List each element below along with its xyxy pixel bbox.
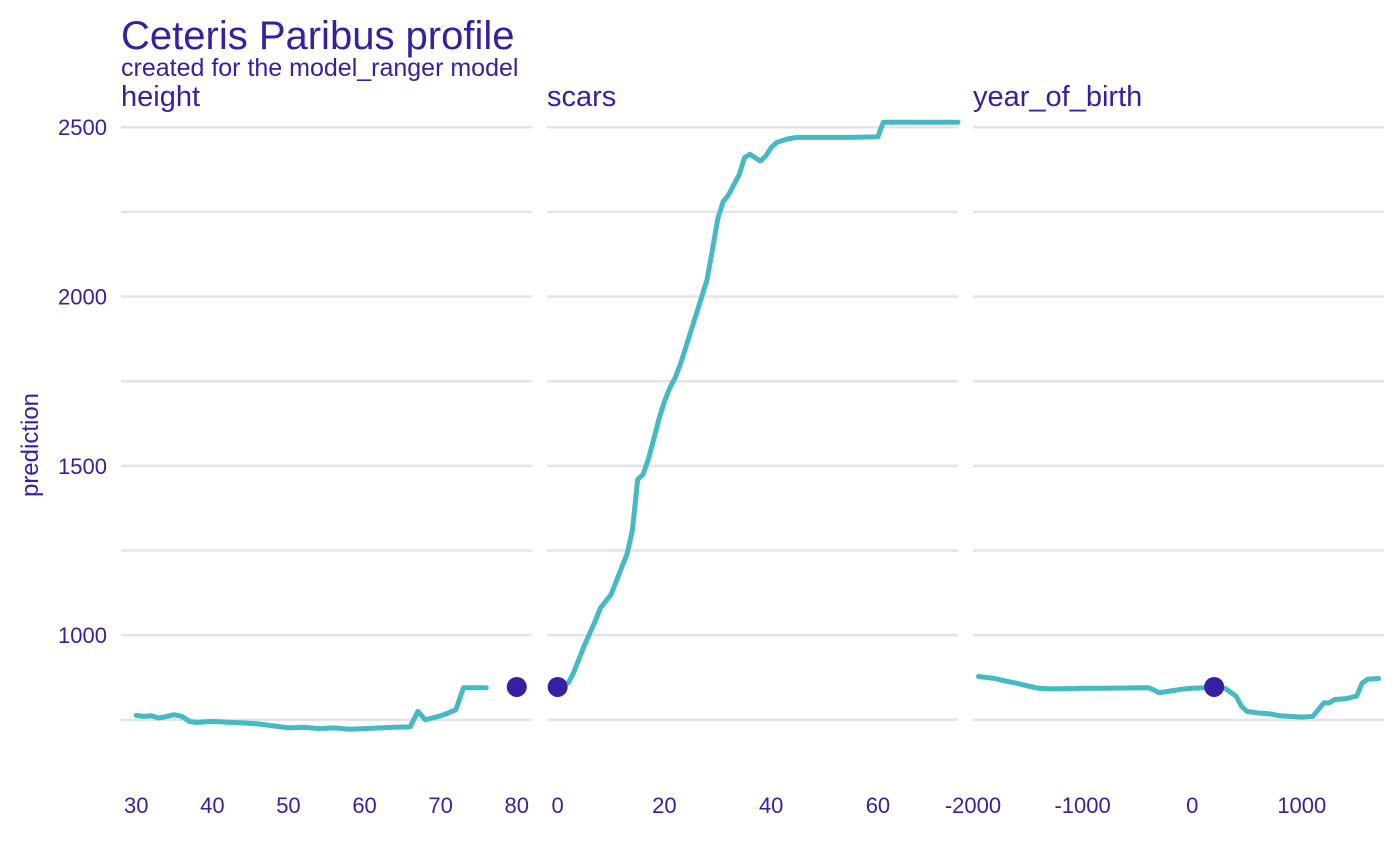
x-tick-label: 40	[759, 793, 783, 818]
x-tick-label: 60	[352, 793, 376, 818]
observation-point	[547, 676, 568, 697]
x-tick-label: 20	[652, 793, 676, 818]
panel-title: height	[121, 81, 200, 113]
profile-line	[976, 674, 1381, 720]
y-tick-label: 2000	[58, 285, 107, 310]
profile-line	[133, 685, 489, 732]
y-axis-label: prediction	[17, 393, 44, 497]
panel-title: scars	[547, 81, 616, 113]
x-tick-label: -1000	[1054, 793, 1110, 818]
x-tick-label: 0	[1186, 793, 1198, 818]
y-tick-label: 2500	[58, 115, 107, 140]
x-tick-label: 80	[505, 793, 529, 818]
x-tick-label: -2000	[945, 793, 1001, 818]
x-tick-label: 60	[866, 793, 890, 818]
chart-subtitle: created for the model_ranger model	[121, 54, 518, 82]
y-tick-label: 1500	[58, 454, 107, 479]
x-tick-label: 50	[276, 793, 300, 818]
observation-point	[1204, 676, 1225, 697]
profile-line	[555, 119, 961, 690]
panel-year-of-birth: year_of_birth -2000 -1000 0 1000	[945, 81, 1384, 818]
x-tick-label: 1000	[1277, 793, 1326, 818]
x-tick-label: 40	[200, 793, 224, 818]
observation-point	[506, 676, 527, 697]
panel-title: year_of_birth	[973, 81, 1142, 113]
x-tick-label: 70	[428, 793, 452, 818]
chart-title: Ceteris Paribus profile	[121, 14, 515, 58]
panel-height: height 30 40 50 60 70 80	[121, 81, 532, 818]
y-tick-label: 1000	[58, 623, 107, 648]
x-tick-label: 0	[552, 793, 564, 818]
panel-scars: scars 0 20 40 60	[547, 81, 961, 818]
x-tick-label: 30	[124, 793, 148, 818]
